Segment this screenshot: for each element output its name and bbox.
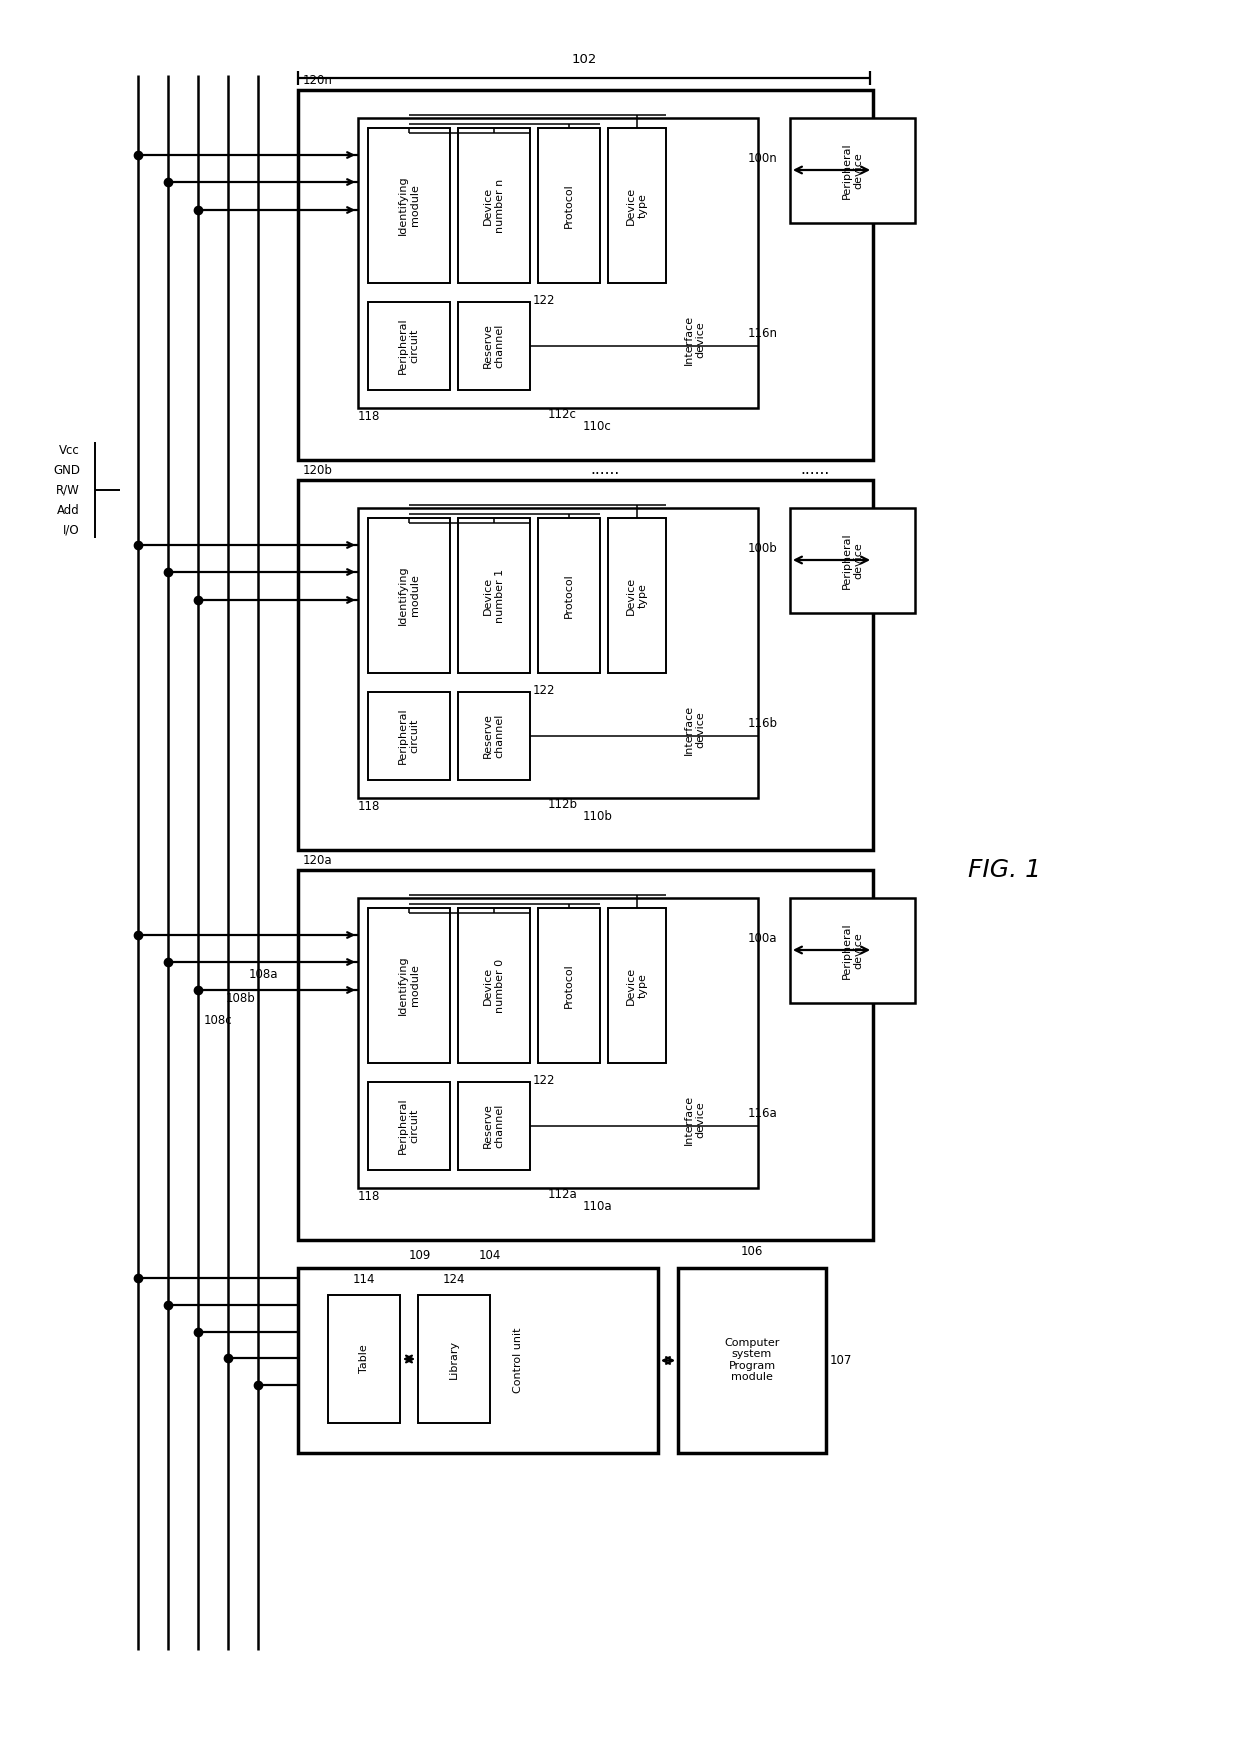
Text: 104: 104 [479,1250,501,1262]
Text: Reserve
channel: Reserve channel [484,324,505,368]
Text: Device
type: Device type [626,966,647,1005]
Bar [358,118,758,408]
Text: 122: 122 [533,294,556,306]
Bar [538,908,600,1063]
Text: 102: 102 [572,53,596,65]
Text: 116b: 116b [748,716,777,730]
Bar [458,303,529,391]
Text: ......: ...... [590,463,620,477]
Text: 116a: 116a [748,1107,777,1119]
Text: Protocol: Protocol [564,183,574,227]
Bar [298,869,873,1241]
Text: 108a: 108a [248,968,278,982]
Text: 120a: 120a [303,854,332,868]
Text: Interface
device: Interface device [684,315,706,364]
Text: 110a: 110a [583,1200,613,1213]
Text: Device
number 0: Device number 0 [484,959,505,1012]
Bar [298,90,873,459]
Bar [458,692,529,780]
Text: 110c: 110c [583,421,611,433]
Bar [790,898,915,1003]
Text: 122: 122 [533,1074,556,1088]
Bar [458,517,529,672]
Bar [790,118,915,224]
Bar [368,517,450,672]
Bar [790,509,915,612]
Text: FIG. 1: FIG. 1 [968,857,1042,882]
Text: 122: 122 [533,685,556,697]
Text: 112b: 112b [548,797,578,811]
Bar [329,1295,401,1424]
Text: Computer
system
Program
module: Computer system Program module [724,1338,780,1382]
Text: 100b: 100b [748,542,777,554]
Bar [678,1267,826,1454]
Bar [608,128,666,283]
Text: Control unit: Control unit [513,1327,523,1392]
Text: Identifying
module: Identifying module [398,176,420,236]
Text: 107: 107 [830,1353,852,1366]
Bar [538,128,600,283]
Text: Peripheral
device: Peripheral device [842,143,863,199]
Bar [368,1082,450,1170]
Text: Peripheral
device: Peripheral device [842,922,863,979]
Bar [358,898,758,1188]
Text: 118: 118 [358,1190,381,1204]
Bar [458,128,529,283]
Text: Peripheral
circuit: Peripheral circuit [398,708,420,764]
Text: ......: ...... [800,463,830,477]
Text: Peripheral
circuit: Peripheral circuit [398,1098,420,1155]
Text: 109: 109 [409,1250,432,1262]
Text: Reserve
channel: Reserve channel [484,1104,505,1149]
Text: Peripheral
device: Peripheral device [842,532,863,590]
Text: 118: 118 [358,410,381,422]
Bar [368,908,450,1063]
Text: Protocol: Protocol [564,574,574,618]
Text: 112c: 112c [548,408,577,421]
Text: Device
number n: Device number n [484,178,505,232]
Text: 118: 118 [358,801,381,813]
Text: Identifying
module: Identifying module [398,565,420,625]
Text: Device
type: Device type [626,187,647,225]
Text: Device
number 1: Device number 1 [484,568,505,623]
Text: 110b: 110b [583,810,613,824]
Text: 120n: 120n [303,74,332,86]
Bar [458,908,529,1063]
Text: 106: 106 [740,1244,763,1258]
Text: Table: Table [360,1345,370,1373]
Text: Peripheral
circuit: Peripheral circuit [398,319,420,375]
Text: Device
type: Device type [626,577,647,614]
Bar [538,517,600,672]
Bar [418,1295,490,1424]
Text: Protocol: Protocol [564,963,574,1008]
Bar [608,517,666,672]
Text: 108c: 108c [203,1014,232,1026]
Bar [368,128,450,283]
Text: Library: Library [449,1339,459,1378]
Bar [608,908,666,1063]
Bar [368,303,450,391]
Bar [358,509,758,797]
Text: 124: 124 [443,1272,465,1287]
Text: GND: GND [53,463,81,477]
Text: Interface
device: Interface device [684,706,706,755]
Text: Identifying
module: Identifying module [398,956,420,1016]
Bar [298,1267,658,1454]
Text: Add: Add [57,503,81,516]
Text: 108b: 108b [226,991,255,1005]
Text: I/O: I/O [63,523,81,537]
Text: 100a: 100a [748,933,777,945]
Bar [298,480,873,850]
Text: Interface
device: Interface device [684,1095,706,1146]
Text: Vcc: Vcc [60,444,81,456]
Text: R/W: R/W [56,484,81,496]
Bar [368,692,450,780]
Text: 116n: 116n [748,327,777,340]
Text: 114: 114 [352,1272,376,1287]
Text: 100n: 100n [748,151,777,165]
Text: 112a: 112a [548,1188,578,1200]
Text: 120b: 120b [303,465,332,477]
Bar [458,1082,529,1170]
Text: Reserve
channel: Reserve channel [484,713,505,759]
